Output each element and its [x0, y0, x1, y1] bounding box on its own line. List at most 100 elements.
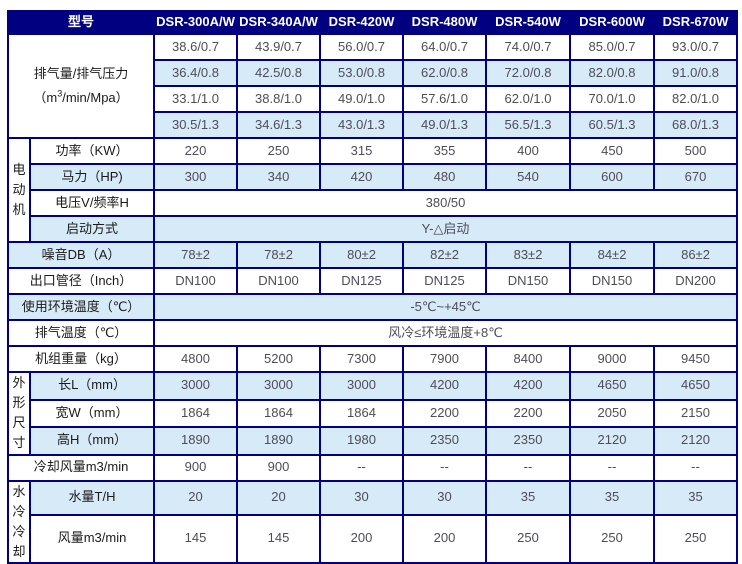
value-cell: 4650: [653, 371, 739, 401]
value-cell: 1864: [153, 398, 239, 429]
value-cell: DN100: [153, 267, 239, 295]
value-cell: 7300: [319, 345, 405, 373]
merged-value-cell: 风冷≤环境温度+8℃: [153, 319, 739, 347]
value-cell: 85.0/0.7: [569, 33, 656, 61]
value-cell: 9450: [653, 345, 739, 373]
value-cell: 250: [485, 513, 572, 564]
value-cell: 300: [153, 163, 239, 191]
table-row: 风量m3/min 145 145 200 200 250 250 250: [8, 513, 739, 564]
value-cell: 35: [653, 479, 739, 516]
value-cell: 1864: [236, 398, 322, 429]
value-cell: 400: [485, 137, 572, 165]
value-cell: 355: [402, 137, 488, 165]
value-cell: 43.9/0.7: [236, 33, 322, 61]
value-cell: 5200: [236, 345, 322, 373]
value-cell: 30.5/1.3: [153, 111, 239, 139]
value-cell: 82±2: [402, 241, 488, 269]
value-cell: 62.0/0.8: [402, 59, 488, 87]
value-cell: 2050: [569, 398, 656, 429]
table-row: 水冷冷却 水量T/H 20 20 30 30 35 35 35: [7, 479, 739, 564]
value-cell: 1980: [319, 426, 405, 456]
table-row: 型号 DSR-300A/W DSR-340A/W DSR-420W DSR-480W DS…: [6, 10, 739, 35]
value-cell: 145: [153, 513, 239, 564]
model-header-cell: DSR-480W: [402, 10, 488, 35]
value-cell: 3000: [319, 371, 405, 401]
row-label: 长L（mm）: [28, 371, 156, 401]
table-row: 排气温度（℃） 风冷≤环境温度+8℃: [6, 319, 739, 347]
value-cell: 42.5/0.8: [236, 59, 322, 87]
value-cell: 200: [319, 513, 405, 564]
table-row: 外形尺寸 长L（mm） 3000 3000 3000 4200 4200 4650 4650: [7, 371, 739, 456]
value-cell: 35: [569, 479, 656, 516]
value-cell: 1864: [319, 398, 405, 429]
row-label: 风量m3/min: [28, 513, 156, 564]
model-header-cell: DSR-420W: [319, 10, 405, 35]
row-label: 机组重量（kg）: [6, 345, 156, 373]
value-cell: 35: [485, 479, 572, 516]
spec-table: 型号 DSR-300A/W DSR-340A/W DSR-420W DSR-480W DS…: [6, 10, 739, 564]
model-header-cell: DSR-670W: [653, 10, 739, 35]
value-cell: 33.1/1.0: [153, 85, 239, 113]
value-cell: 2200: [485, 398, 572, 429]
value-cell: 82.0/0.8: [569, 59, 656, 87]
value-cell: 3000: [153, 371, 239, 401]
value-cell: DN125: [402, 267, 488, 295]
value-cell: 2350: [402, 426, 488, 456]
row-label: 噪音DB（A）: [6, 241, 156, 269]
value-cell: 86±2: [653, 241, 739, 269]
row-label: 出口管径（Inch）: [6, 267, 156, 295]
row-label: 功率（KW）: [28, 137, 156, 165]
value-cell: 20: [236, 479, 322, 516]
exhaust-label-unit: （m3/min/Mpa）: [10, 89, 152, 106]
value-cell: 72.0/0.8: [485, 59, 572, 87]
model-header-cell: DSR-540W: [485, 10, 572, 35]
value-cell: 8400: [485, 345, 572, 373]
row-label: 排气温度（℃）: [6, 319, 156, 347]
table-row: 使用环境温度（℃） -5℃~+45℃: [6, 293, 739, 321]
row-label: 使用环境温度（℃）: [6, 293, 156, 321]
value-cell: 7900: [402, 345, 488, 373]
model-col-header: 型号: [6, 10, 156, 35]
exhaust-label-unit-suf: /min/Mpa）: [62, 89, 129, 105]
value-cell: 250: [569, 513, 656, 564]
value-cell: 420: [319, 163, 405, 191]
value-cell: 36.4/0.8: [153, 59, 239, 87]
value-cell: DN150: [569, 267, 656, 295]
value-cell: 82.0/1.0: [653, 85, 739, 113]
value-cell: 2200: [402, 398, 488, 429]
dimensions-group-label-text: 外形尺寸: [12, 375, 26, 451]
merged-value-cell: Y-△启动: [153, 215, 739, 243]
dimensions-group-label: 外形尺寸: [7, 371, 31, 456]
value-cell: 20: [153, 479, 239, 516]
row-label: 马力（HP): [28, 163, 156, 191]
value-cell: 480: [402, 163, 488, 191]
value-cell: 2150: [653, 398, 739, 429]
value-cell: DN125: [319, 267, 405, 295]
value-cell: 2120: [569, 426, 656, 456]
model-header-cell: DSR-600W: [569, 10, 656, 35]
value-cell: 38.6/0.7: [153, 33, 239, 61]
value-cell: --: [402, 453, 488, 482]
value-cell: 900: [236, 453, 322, 482]
table-row: 电压V/频率H 380/50: [8, 189, 739, 217]
table-row: 36.4/0.8 42.5/0.8 53.0/0.8 62.0/0.8 72.0/0.8…: [8, 59, 739, 87]
value-cell: 340: [236, 163, 322, 191]
value-cell: 78±2: [153, 241, 239, 269]
value-cell: 56.0/0.7: [319, 33, 405, 61]
value-cell: 49.0/1.3: [402, 111, 488, 139]
table-row: 33.1/1.0 38.8/1.0 49.0/1.0 57.6/1.0 62.0/1.0…: [8, 85, 739, 113]
table-row: 冷却风量m3/min 900 900 -- -- -- -- --: [6, 453, 739, 482]
value-cell: 74.0/0.7: [485, 33, 572, 61]
value-cell: 49.0/1.0: [319, 85, 405, 113]
value-cell: 500: [653, 137, 739, 165]
table-row: 宽W（mm） 1864 1864 1864 2200 2200 2050 2150: [8, 398, 739, 429]
value-cell: 93.0/0.7: [653, 33, 739, 61]
merged-value-cell: -5℃~+45℃: [153, 293, 739, 321]
value-cell: 80±2: [319, 241, 405, 269]
value-cell: 1890: [153, 426, 239, 456]
exhaust-label-line1: 排气量/排气压力: [33, 65, 129, 81]
value-cell: 30: [319, 479, 405, 516]
table-row: 排气量/排气压力 （m3/min/Mpa） 38.6/0.7 43.9/0.7 56.0…: [6, 33, 739, 139]
value-cell: 62.0/1.0: [485, 85, 572, 113]
row-label: 高H（mm）: [28, 426, 156, 456]
